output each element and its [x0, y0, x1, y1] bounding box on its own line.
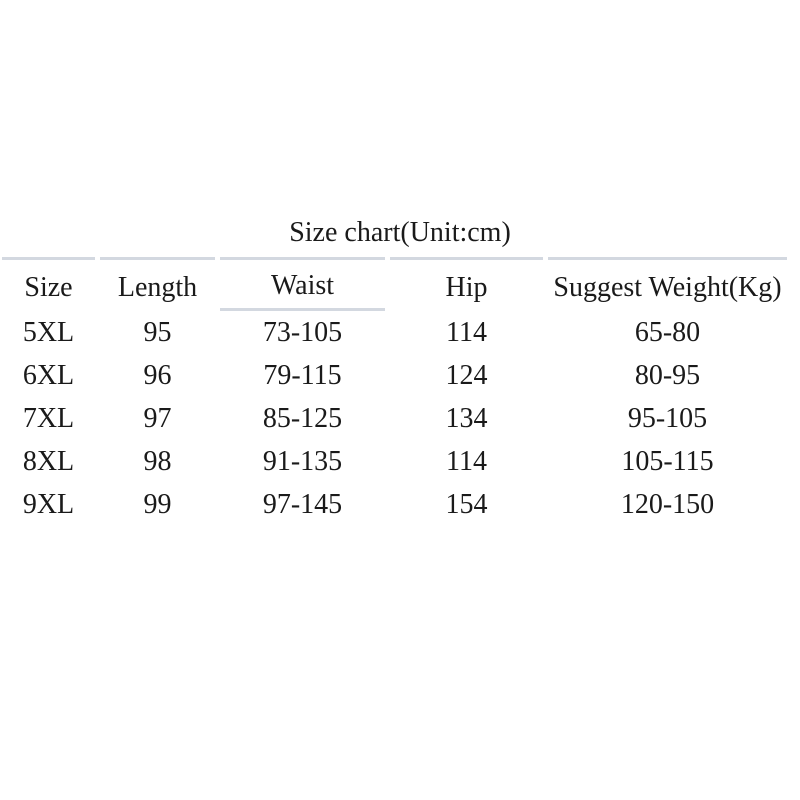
column-header-waist: Waist: [220, 257, 385, 311]
column-header-length: Length: [100, 257, 215, 311]
cell-length: 97: [143, 402, 172, 434]
cell-hip: 134: [445, 402, 488, 434]
size-chart-table: Size Length Waist Hip Suggest Weight(Kg)…: [2, 257, 787, 526]
column-header-hip: Hip: [390, 257, 543, 311]
cell-hip: 154: [445, 488, 488, 520]
cell-size: 7XL: [22, 402, 75, 434]
cell-waist: 73-105: [262, 316, 343, 348]
cell-length: 95: [143, 316, 172, 348]
cell-waist: 91-135: [262, 445, 343, 477]
cell-waist: 97-145: [262, 488, 343, 520]
cell-size: 8XL: [22, 445, 75, 477]
cell-waist: 79-115: [263, 359, 342, 391]
cell-suggest-weight: 120-150: [620, 488, 715, 520]
cell-length: 99: [143, 488, 172, 520]
column-header-suggest-weight: Suggest Weight(Kg): [548, 257, 787, 311]
cell-suggest-weight: 65-80: [634, 316, 701, 348]
cell-waist: 85-125: [262, 402, 343, 434]
column-header-size: Size: [2, 257, 95, 311]
cell-hip: 124: [445, 359, 488, 391]
size-chart-title: Size chart(Unit:cm): [289, 217, 511, 248]
cell-suggest-weight: 105-115: [621, 445, 714, 477]
cell-hip: 114: [446, 445, 487, 477]
cell-size: 5XL: [22, 316, 75, 348]
cell-size: 6XL: [22, 359, 75, 391]
cell-suggest-weight: 95-105: [627, 402, 708, 434]
cell-length: 98: [143, 445, 172, 477]
cell-hip: 114: [446, 316, 487, 348]
cell-length: 96: [143, 359, 172, 391]
cell-size: 9XL: [22, 488, 75, 520]
cell-suggest-weight: 80-95: [634, 359, 701, 391]
